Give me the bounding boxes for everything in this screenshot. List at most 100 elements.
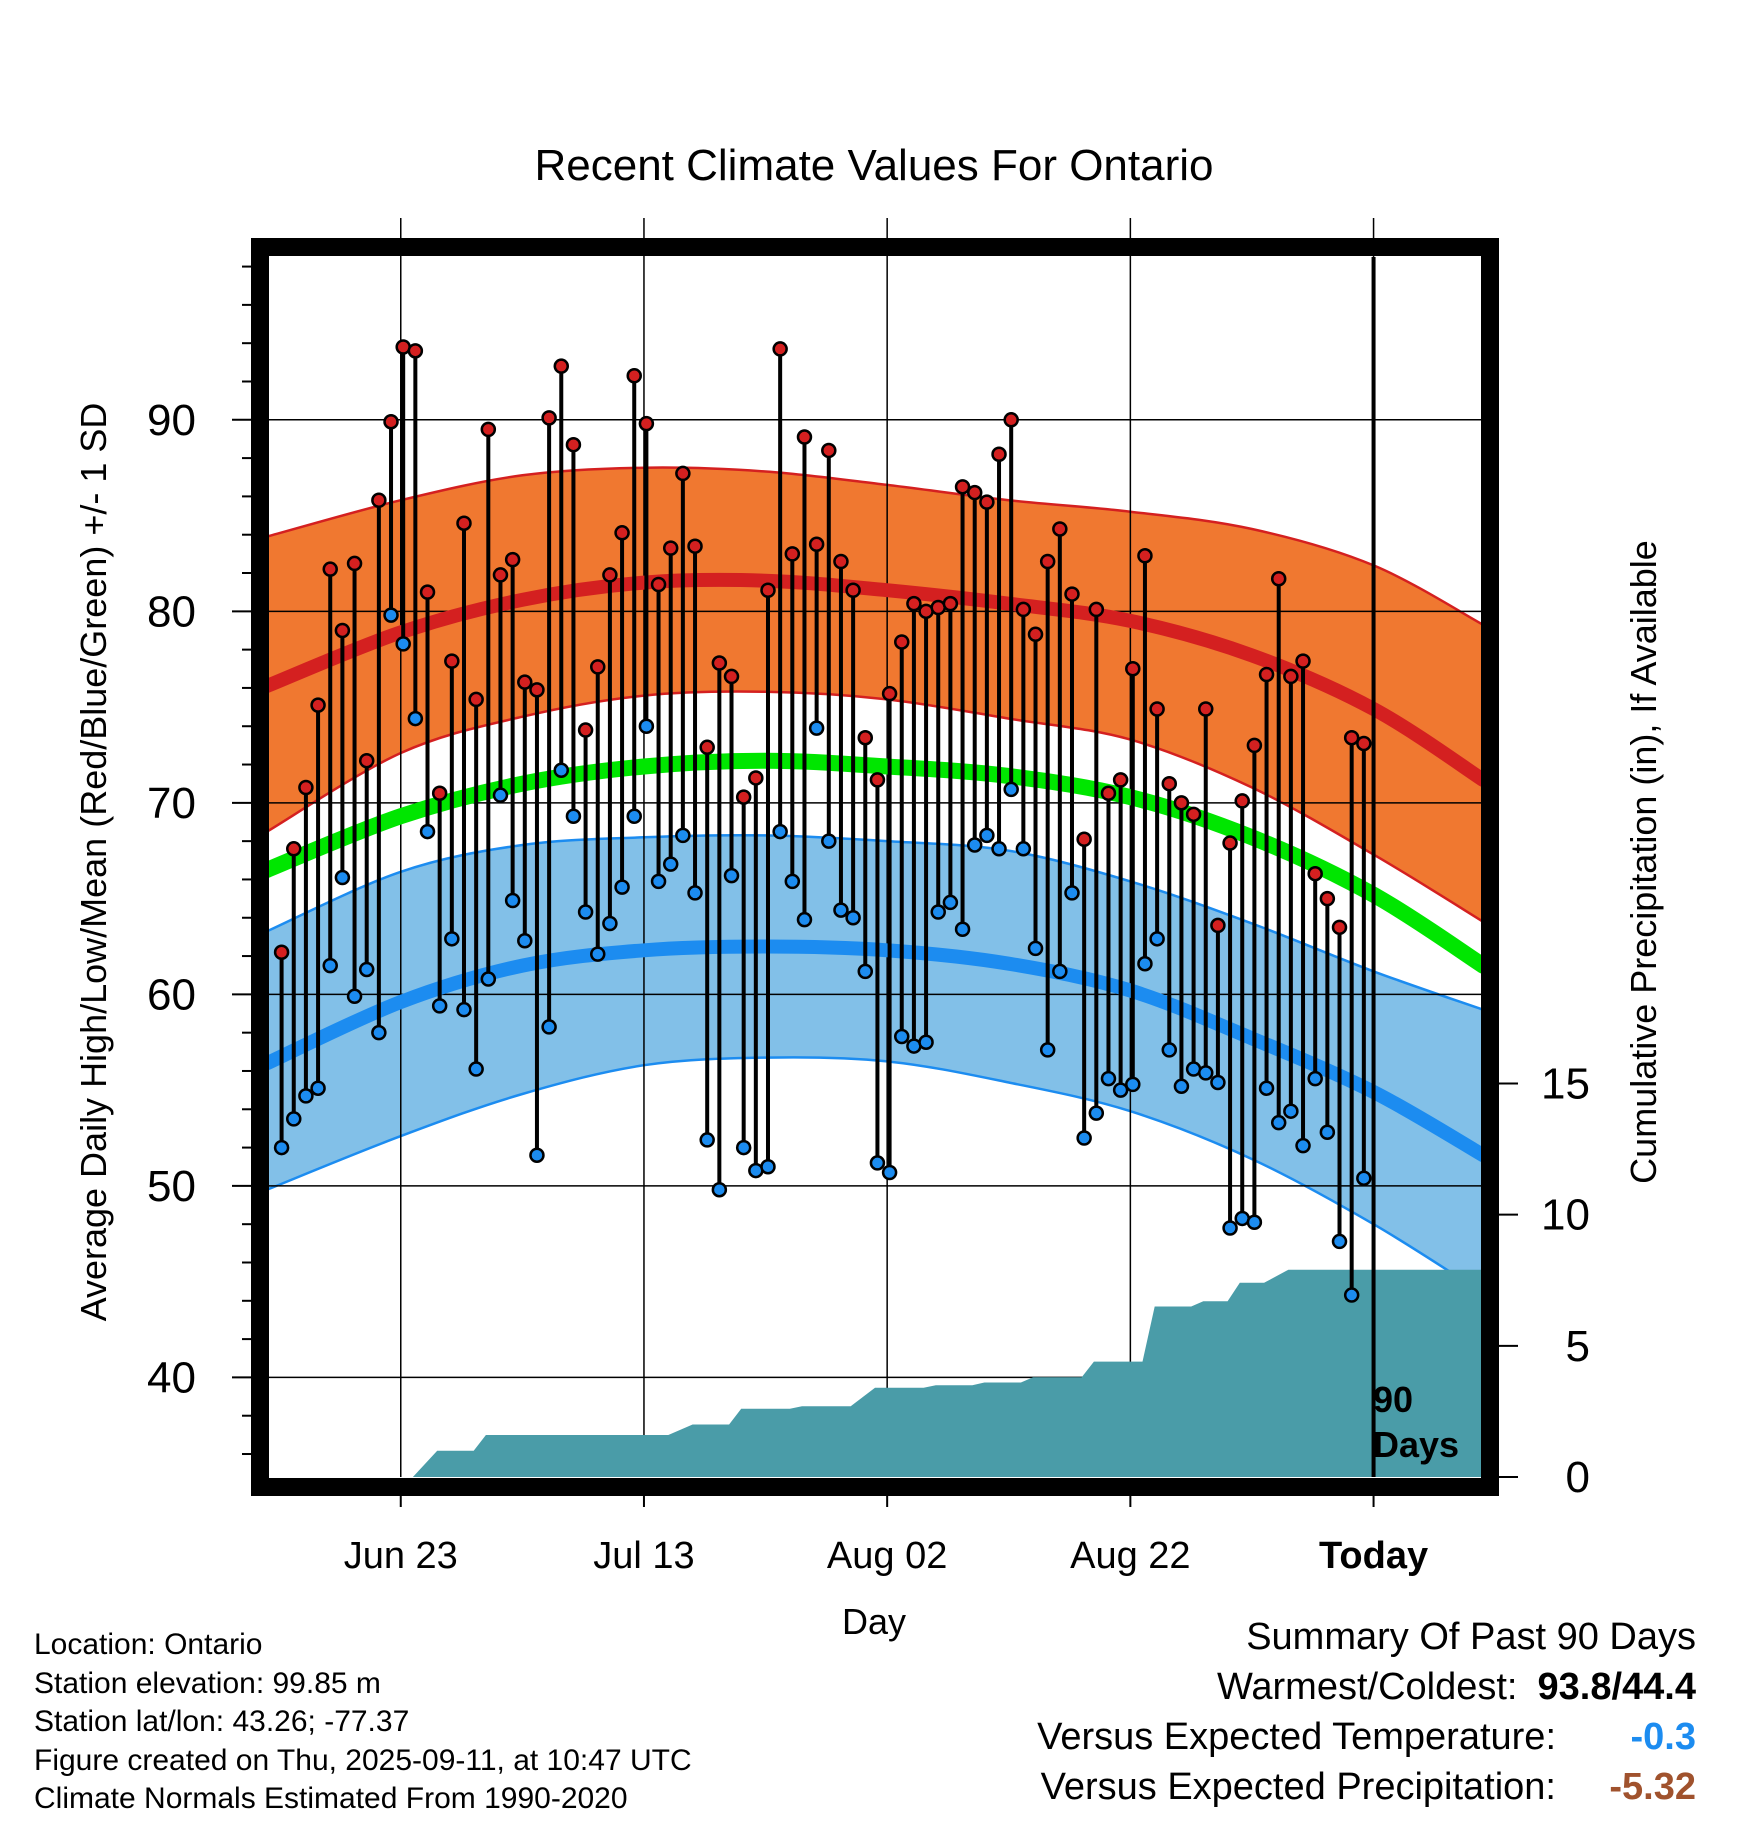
- low-temp-point: [590, 946, 606, 962]
- high-temp-point: [1222, 835, 1238, 851]
- low-temp-point: [1295, 1137, 1311, 1154]
- high-temp-point: [821, 442, 837, 459]
- low-temp-point: [942, 894, 959, 911]
- temp-departure-label: Versus Expected Temperature:: [1037, 1716, 1556, 1758]
- low-temp-point: [1283, 1103, 1299, 1119]
- low-temp-point: [711, 1181, 728, 1198]
- low-temp-point: [894, 1028, 910, 1045]
- low-temp-point: [966, 837, 983, 853]
- low-temp-point: [760, 1158, 776, 1175]
- low-temp-point: [553, 762, 570, 779]
- high-temp-point: [857, 729, 874, 746]
- low-temp-point: [1307, 1070, 1323, 1087]
- low-temp-point: [1149, 931, 1165, 947]
- x-tick-label: Today: [1319, 1535, 1428, 1577]
- low-temp-point: [1039, 1042, 1056, 1058]
- low-temp-point: [735, 1139, 752, 1156]
- low-temp-point: [1222, 1220, 1238, 1236]
- high-temp-point: [383, 413, 399, 430]
- low-temp-point: [881, 1164, 898, 1181]
- low-temp-point: [322, 957, 338, 974]
- summary-panel: Summary Of Past 90 Days Warmest/Coldest:…: [1037, 1612, 1696, 1812]
- high-temp-point: [796, 429, 813, 445]
- high-temp-point: [286, 841, 302, 857]
- low-temp-point: [1125, 1076, 1141, 1093]
- high-temp-point: [298, 779, 314, 796]
- low-temp-point: [346, 988, 363, 1005]
- low-temp-point: [1112, 1082, 1129, 1098]
- low-temp-point: [468, 1061, 484, 1077]
- low-temp-point: [602, 915, 618, 932]
- high-temp-point: [1210, 917, 1226, 934]
- high-temp-point: [1307, 865, 1323, 882]
- high-temp-point: [1258, 666, 1275, 683]
- low-temp-point: [1246, 1214, 1263, 1231]
- warmest-coldest-row: Warmest/Coldest: 93.8/44.4: [1037, 1662, 1696, 1712]
- low-temp-point: [273, 1139, 290, 1156]
- elevation-text: Station elevation: 99.85 m: [34, 1666, 381, 1700]
- y-tick-label: 80: [147, 587, 196, 636]
- low-temp-point: [1100, 1070, 1117, 1087]
- low-temp-point: [1137, 955, 1153, 972]
- latlon-text: Station lat/lon: 43.26; -77.37: [34, 1705, 410, 1738]
- low-temp-point: [407, 710, 424, 727]
- y2-tick-label: 15: [1541, 1059, 1590, 1108]
- x-tick-label: Aug 22: [1070, 1535, 1190, 1577]
- low-temp-point: [638, 718, 655, 734]
- high-temp-point: [650, 576, 667, 593]
- low-temp-point: [845, 910, 861, 926]
- high-temp-point: [760, 582, 776, 598]
- high-temp-point: [614, 525, 630, 541]
- low-temp-point: [1343, 1287, 1360, 1303]
- high-temp-point: [1343, 729, 1360, 746]
- normal-high-line: [267, 572, 1483, 787]
- low-temp-point: [918, 1034, 934, 1050]
- high-temp-point: [662, 540, 679, 556]
- low-temp-point: [833, 902, 849, 918]
- high-temp-point: [334, 622, 351, 639]
- low-temp-point: [1027, 940, 1044, 957]
- high-temp-point: [966, 484, 983, 501]
- high-temp-point: [833, 553, 849, 570]
- high-temp-point: [626, 367, 642, 384]
- low-temp-point: [1356, 1170, 1372, 1186]
- low-temp-point: [517, 932, 533, 949]
- low-temp-point: [1161, 1042, 1178, 1058]
- low-temp-point: [687, 885, 703, 901]
- high-temp-point: [602, 567, 618, 583]
- low-temp-point: [480, 971, 497, 987]
- high-temp-point: [1283, 668, 1299, 685]
- high-temp-point: [845, 582, 861, 598]
- x-axis-label: Day: [842, 1601, 906, 1642]
- low-temp-point: [808, 720, 825, 736]
- high-temp-point: [480, 421, 497, 438]
- low-temp-point: [371, 1024, 387, 1041]
- high-temp-point: [590, 659, 606, 675]
- high-temp-point: [1185, 806, 1202, 823]
- y-tick-label: 70: [147, 779, 196, 828]
- high-temp-point: [979, 494, 995, 510]
- low-temp-point: [492, 787, 509, 803]
- high-temp-point: [772, 341, 788, 357]
- high-temp-point: [954, 479, 971, 495]
- low-temp-point: [529, 1147, 545, 1163]
- high-temp-point: [517, 674, 533, 690]
- high-temp-point: [723, 668, 740, 685]
- x-tick-label: Jul 13: [593, 1535, 694, 1577]
- high-temp-point: [358, 752, 375, 769]
- high-temp-point: [1027, 626, 1044, 643]
- low-temp-point: [675, 827, 691, 844]
- low-temp-point: [1198, 1065, 1214, 1081]
- low-temp-point: [723, 867, 740, 884]
- high-temp-point: [444, 653, 460, 669]
- low-temp-point: [1003, 781, 1019, 798]
- high-temp-point: [1052, 521, 1068, 537]
- high-temp-point: [638, 415, 655, 432]
- high-temp-point: [991, 446, 1007, 463]
- low-temp-point: [1064, 885, 1080, 901]
- low-temp-point: [930, 904, 946, 920]
- high-temp-point: [407, 343, 424, 359]
- y-axis-label: Average Daily High/Low/Mean (Red/Blue/Gr…: [73, 403, 114, 1322]
- high-temp-point: [456, 515, 472, 531]
- low-temp-point: [444, 931, 460, 947]
